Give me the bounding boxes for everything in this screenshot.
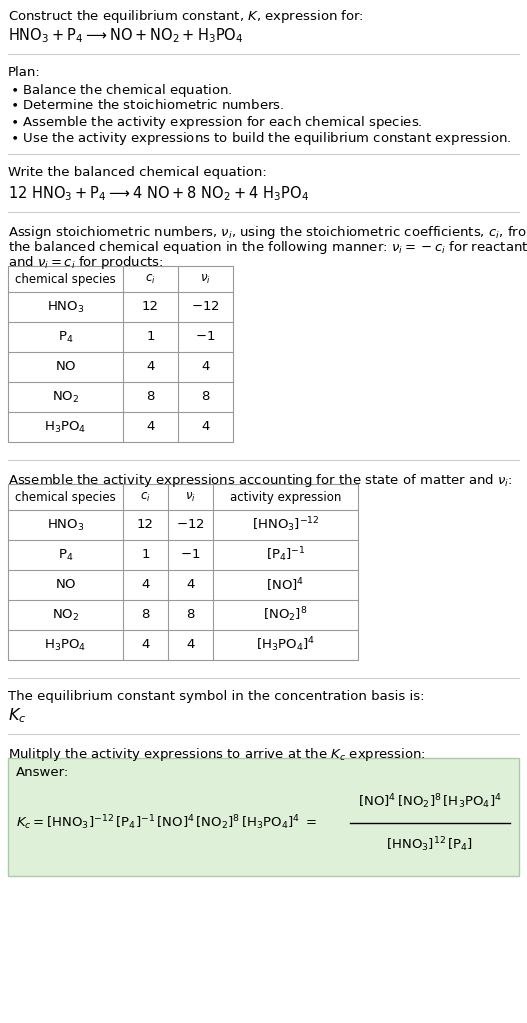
Text: Mulitply the activity expressions to arrive at the $K_c$ expression:: Mulitply the activity expressions to arr… xyxy=(8,746,426,763)
Text: and $\nu_i = c_i$ for products:: and $\nu_i = c_i$ for products: xyxy=(8,254,163,271)
Text: $-1$: $-1$ xyxy=(196,330,216,344)
Text: Answer:: Answer: xyxy=(16,766,69,779)
Text: $[\mathrm{HNO_3}]^{-12}$: $[\mathrm{HNO_3}]^{-12}$ xyxy=(251,516,319,534)
Text: $[\mathrm{HNO_3}]^{12}\,[\mathrm{P_4}]$: $[\mathrm{HNO_3}]^{12}\,[\mathrm{P_4}]$ xyxy=(386,835,474,854)
Text: $\mathrm{P_4}$: $\mathrm{P_4}$ xyxy=(58,329,73,345)
Text: $\mathrm{NO_2}$: $\mathrm{NO_2}$ xyxy=(52,390,79,404)
Text: $\mathrm{NO_2}$: $\mathrm{NO_2}$ xyxy=(52,608,79,623)
Text: $\nu_i$: $\nu_i$ xyxy=(200,272,211,285)
Text: $\mathrm{NO}$: $\mathrm{NO}$ xyxy=(55,578,76,591)
Text: Assemble the activity expressions accounting for the state of matter and $\nu_i$: Assemble the activity expressions accoun… xyxy=(8,472,513,489)
Text: $-12$: $-12$ xyxy=(191,301,220,313)
Text: $\mathrm{P_4}$: $\mathrm{P_4}$ xyxy=(58,547,73,563)
Text: 4: 4 xyxy=(141,638,150,652)
Text: $K_c$: $K_c$ xyxy=(8,706,26,724)
Text: the balanced chemical equation in the following manner: $\nu_i = -c_i$ for react: the balanced chemical equation in the fo… xyxy=(8,239,527,256)
Text: $[\mathrm{NO_2}]^{8}$: $[\mathrm{NO_2}]^{8}$ xyxy=(264,606,308,624)
Text: 1: 1 xyxy=(141,548,150,562)
Text: 8: 8 xyxy=(147,391,155,403)
Text: 4: 4 xyxy=(147,360,155,373)
Text: chemical species: chemical species xyxy=(15,272,116,285)
Text: The equilibrium constant symbol in the concentration basis is:: The equilibrium constant symbol in the c… xyxy=(8,690,425,703)
Text: $\mathrm{H_3PO_4}$: $\mathrm{H_3PO_4}$ xyxy=(44,419,86,435)
Text: $-12$: $-12$ xyxy=(176,519,205,532)
Text: $\bullet$ Determine the stoichiometric numbers.: $\bullet$ Determine the stoichiometric n… xyxy=(10,98,285,112)
Text: $\mathrm{NO}$: $\mathrm{NO}$ xyxy=(55,360,76,373)
Text: 4: 4 xyxy=(147,420,155,434)
Text: $[\mathrm{P_4}]^{-1}$: $[\mathrm{P_4}]^{-1}$ xyxy=(266,545,305,565)
Text: 12: 12 xyxy=(142,301,159,313)
Text: 12: 12 xyxy=(137,519,154,532)
FancyBboxPatch shape xyxy=(8,758,519,876)
Text: $K_c = [\mathrm{HNO_3}]^{-12}\,[\mathrm{P_4}]^{-1}\,[\mathrm{NO}]^{4}\,[\mathrm{: $K_c = [\mathrm{HNO_3}]^{-12}\,[\mathrm{… xyxy=(16,813,317,833)
Text: 4: 4 xyxy=(201,420,210,434)
Text: $\mathrm{HNO_3}$: $\mathrm{HNO_3}$ xyxy=(47,518,84,533)
Text: 4: 4 xyxy=(187,578,194,591)
Text: $[\mathrm{NO}]^{4}$: $[\mathrm{NO}]^{4}$ xyxy=(267,576,305,593)
Text: activity expression: activity expression xyxy=(230,490,341,503)
FancyBboxPatch shape xyxy=(8,266,233,442)
Text: Plan:: Plan: xyxy=(8,66,41,79)
Text: 1: 1 xyxy=(147,330,155,344)
Text: 4: 4 xyxy=(141,578,150,591)
Text: Construct the equilibrium constant, $K$, expression for:: Construct the equilibrium constant, $K$,… xyxy=(8,8,364,25)
Text: 4: 4 xyxy=(201,360,210,373)
FancyBboxPatch shape xyxy=(8,484,358,660)
Text: chemical species: chemical species xyxy=(15,490,116,503)
Text: $\mathrm{12\ HNO_3 + P_4 \longrightarrow 4\ NO + 8\ NO_2 + 4\ H_3PO_4}$: $\mathrm{12\ HNO_3 + P_4 \longrightarrow… xyxy=(8,184,309,203)
Text: $[\mathrm{H_3PO_4}]^{4}$: $[\mathrm{H_3PO_4}]^{4}$ xyxy=(256,635,315,655)
Text: 4: 4 xyxy=(187,638,194,652)
Text: $\nu_i$: $\nu_i$ xyxy=(185,490,196,503)
Text: Assign stoichiometric numbers, $\nu_i$, using the stoichiometric coefficients, $: Assign stoichiometric numbers, $\nu_i$, … xyxy=(8,224,527,241)
Text: $\mathrm{H_3PO_4}$: $\mathrm{H_3PO_4}$ xyxy=(44,637,86,653)
Text: Write the balanced chemical equation:: Write the balanced chemical equation: xyxy=(8,166,267,179)
Text: 8: 8 xyxy=(187,609,194,622)
Text: $\mathrm{HNO_3}$: $\mathrm{HNO_3}$ xyxy=(47,300,84,314)
Text: $[\mathrm{NO}]^{4}\,[\mathrm{NO_2}]^{8}\,[\mathrm{H_3PO_4}]^{4}$: $[\mathrm{NO}]^{4}\,[\mathrm{NO_2}]^{8}\… xyxy=(358,792,502,811)
Text: $\bullet$ Use the activity expressions to build the equilibrium constant express: $\bullet$ Use the activity expressions t… xyxy=(10,130,512,147)
Text: $\bullet$ Assemble the activity expression for each chemical species.: $\bullet$ Assemble the activity expressi… xyxy=(10,114,423,131)
Text: 8: 8 xyxy=(201,391,210,403)
Text: $\bullet$ Balance the chemical equation.: $\bullet$ Balance the chemical equation. xyxy=(10,82,232,99)
Text: 8: 8 xyxy=(141,609,150,622)
Text: $c_i$: $c_i$ xyxy=(140,490,151,503)
Text: $\mathrm{HNO_3 + P_4 \longrightarrow NO + NO_2 + H_3PO_4}$: $\mathrm{HNO_3 + P_4 \longrightarrow NO … xyxy=(8,26,243,45)
Text: $c_i$: $c_i$ xyxy=(145,272,156,285)
Text: $-1$: $-1$ xyxy=(180,548,201,562)
